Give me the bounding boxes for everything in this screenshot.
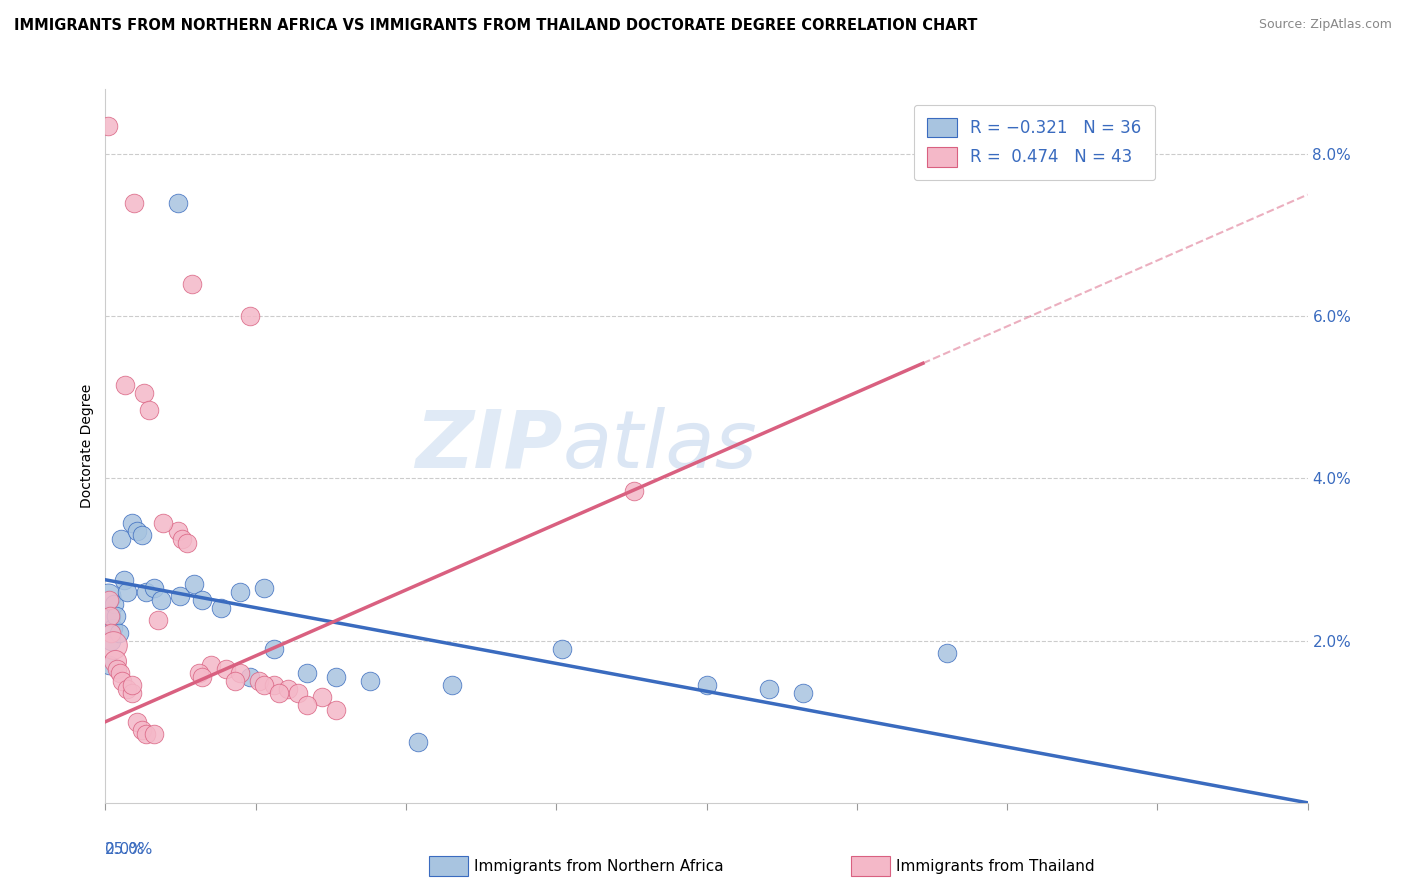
Point — [239, 670, 262, 684]
Point — [325, 670, 347, 684]
Point — [190, 593, 212, 607]
Point — [229, 585, 252, 599]
Text: 0.0%: 0.0% — [105, 842, 145, 857]
Point — [101, 638, 124, 652]
Point — [121, 686, 143, 700]
Point — [142, 581, 165, 595]
Point — [263, 641, 285, 656]
Point — [166, 195, 188, 210]
Point — [166, 524, 188, 538]
Text: ZIP: ZIP — [415, 407, 562, 485]
Point — [104, 654, 127, 668]
Point — [125, 714, 148, 729]
Point — [181, 277, 204, 291]
Point — [183, 577, 205, 591]
Point — [190, 670, 212, 684]
Point — [111, 674, 134, 689]
Point — [936, 646, 959, 660]
Point — [758, 682, 780, 697]
Point — [100, 633, 122, 648]
Point — [114, 378, 136, 392]
Point — [108, 625, 131, 640]
Point — [100, 625, 122, 640]
Point — [239, 310, 262, 324]
Point — [131, 723, 153, 737]
Point — [97, 589, 120, 603]
Point — [229, 666, 252, 681]
Point — [297, 666, 319, 681]
Point — [98, 593, 121, 607]
Point — [696, 678, 718, 692]
Text: atlas: atlas — [562, 407, 756, 485]
Point — [112, 573, 135, 587]
Point — [149, 593, 172, 607]
Point — [135, 727, 157, 741]
Point — [110, 533, 132, 547]
Point — [138, 402, 160, 417]
Point — [142, 727, 165, 741]
Point — [172, 533, 194, 547]
Text: Immigrants from Northern Africa: Immigrants from Northern Africa — [474, 859, 724, 873]
Point — [103, 597, 125, 611]
Point — [169, 589, 191, 603]
Point — [101, 622, 124, 636]
Point — [277, 682, 299, 697]
Point — [121, 678, 143, 692]
Point — [135, 585, 157, 599]
Point — [406, 735, 429, 749]
Point — [98, 657, 121, 672]
Point — [440, 678, 463, 692]
Point — [152, 516, 174, 530]
Point — [105, 609, 128, 624]
Point — [325, 702, 347, 716]
Point — [98, 609, 121, 624]
Point — [97, 119, 120, 133]
Text: Source: ZipAtlas.com: Source: ZipAtlas.com — [1258, 18, 1392, 31]
Point — [792, 686, 814, 700]
Point — [121, 516, 143, 530]
Point — [623, 483, 645, 498]
Point — [214, 662, 236, 676]
Point — [311, 690, 333, 705]
Point — [132, 386, 155, 401]
Point — [125, 524, 148, 538]
Point — [115, 585, 138, 599]
Legend: R = −0.321   N = 36, R =  0.474   N = 43: R = −0.321 N = 36, R = 0.474 N = 43 — [914, 104, 1154, 180]
Text: Immigrants from Thailand: Immigrants from Thailand — [896, 859, 1094, 873]
Point — [253, 678, 276, 692]
Point — [359, 674, 381, 689]
Point — [253, 581, 276, 595]
Point — [200, 657, 222, 672]
Point — [107, 662, 129, 676]
Point — [247, 674, 270, 689]
Point — [124, 195, 146, 210]
Point — [209, 601, 232, 615]
Text: 25.0%: 25.0% — [105, 842, 153, 857]
Point — [108, 666, 131, 681]
Point — [131, 528, 153, 542]
Y-axis label: Doctorate Degree: Doctorate Degree — [80, 384, 94, 508]
Text: IMMIGRANTS FROM NORTHERN AFRICA VS IMMIGRANTS FROM THAILAND DOCTORATE DEGREE COR: IMMIGRANTS FROM NORTHERN AFRICA VS IMMIG… — [14, 18, 977, 33]
Point — [263, 678, 285, 692]
Point — [176, 536, 198, 550]
Point — [224, 674, 246, 689]
Point — [267, 686, 290, 700]
Point — [287, 686, 309, 700]
Point — [188, 666, 211, 681]
Point — [98, 609, 121, 624]
Point — [148, 613, 170, 627]
Point — [551, 641, 574, 656]
Point — [115, 682, 138, 697]
Point — [297, 698, 319, 713]
